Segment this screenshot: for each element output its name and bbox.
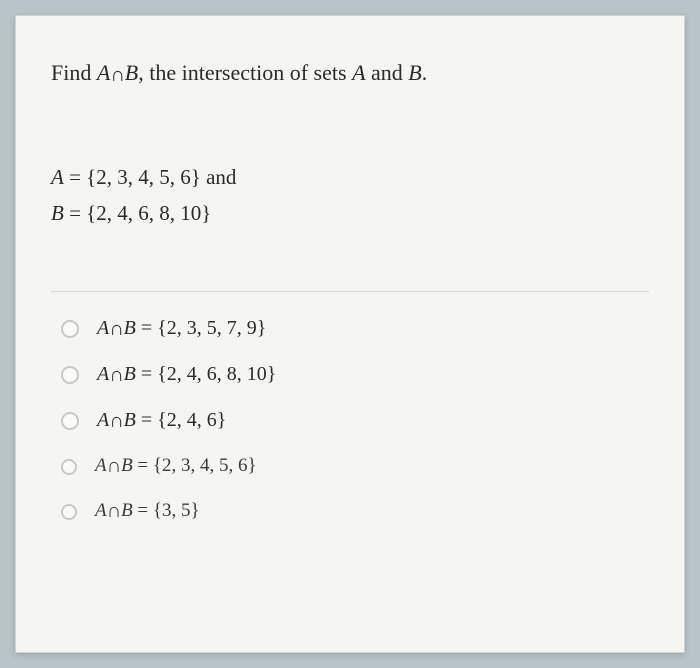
prompt-var-a: A: [97, 60, 110, 85]
prompt-set-b: B: [408, 60, 421, 85]
option-text: A∩B = {2, 4, 6, 8, 10}: [97, 363, 276, 387]
prompt-text: and: [366, 60, 409, 85]
option-var-b: B: [124, 317, 136, 339]
option-values: = {2, 3, 4, 5, 6}: [133, 455, 257, 476]
option-values: = {2, 4, 6, 8, 10}: [136, 363, 276, 385]
radio-button[interactable]: [61, 459, 77, 475]
set-a-var: A: [51, 165, 64, 189]
option-values: = {2, 3, 5, 7, 9}: [136, 317, 266, 339]
option-row[interactable]: A∩B = {2, 4, 6}: [61, 409, 649, 433]
radio-button[interactable]: [61, 366, 79, 384]
intersection-symbol: ∩: [110, 64, 124, 86]
set-definitions: A = {2, 3, 4, 5, 6} and B = {2, 4, 6, 8,…: [51, 160, 649, 231]
question-prompt: Find A∩B, the intersection of sets A and…: [51, 56, 649, 90]
option-text: A∩B = {3, 5}: [95, 500, 200, 523]
radio-button[interactable]: [61, 320, 79, 338]
intersection-symbol: ∩: [109, 364, 123, 386]
option-var-b: B: [124, 363, 136, 385]
option-text: A∩B = {2, 4, 6}: [97, 409, 226, 433]
prompt-text: , the intersection of sets: [138, 60, 352, 85]
option-var-b: B: [121, 500, 133, 521]
option-row[interactable]: A∩B = {2, 4, 6, 8, 10}: [61, 363, 649, 387]
divider: [51, 291, 649, 292]
question-card: Find A∩B, the intersection of sets A and…: [15, 15, 685, 653]
option-var-b: B: [124, 409, 136, 431]
answer-options: A∩B = {2, 3, 5, 7, 9} A∩B = {2, 4, 6, 8,…: [51, 317, 649, 523]
prompt-var-b: B: [125, 60, 138, 85]
option-var-a: A: [95, 455, 107, 476]
option-var-a: A: [97, 317, 109, 339]
option-var-a: A: [97, 363, 109, 385]
radio-button[interactable]: [61, 412, 79, 430]
intersection-symbol: ∩: [107, 455, 121, 477]
option-values: = {3, 5}: [133, 500, 200, 521]
set-b-definition: B = {2, 4, 6, 8, 10}: [51, 196, 649, 232]
set-a-values: = {2, 3, 4, 5, 6} and: [64, 165, 237, 189]
option-var-a: A: [95, 500, 107, 521]
option-row[interactable]: A∩B = {2, 3, 4, 5, 6}: [61, 455, 649, 478]
prompt-set-a: A: [352, 60, 365, 85]
set-b-var: B: [51, 201, 64, 225]
option-text: A∩B = {2, 3, 5, 7, 9}: [97, 317, 266, 341]
option-row[interactable]: A∩B = {3, 5}: [61, 500, 649, 523]
option-var-b: B: [121, 455, 133, 476]
radio-button[interactable]: [61, 504, 77, 520]
prompt-text: Find: [51, 60, 97, 85]
option-row[interactable]: A∩B = {2, 3, 5, 7, 9}: [61, 317, 649, 341]
option-values: = {2, 4, 6}: [136, 409, 226, 431]
set-b-values: = {2, 4, 6, 8, 10}: [64, 201, 212, 225]
prompt-text: .: [422, 60, 428, 85]
option-var-a: A: [97, 409, 109, 431]
set-a-definition: A = {2, 3, 4, 5, 6} and: [51, 160, 649, 196]
intersection-symbol: ∩: [107, 500, 121, 522]
intersection-symbol: ∩: [109, 410, 123, 432]
intersection-symbol: ∩: [109, 318, 123, 340]
option-text: A∩B = {2, 3, 4, 5, 6}: [95, 455, 257, 478]
